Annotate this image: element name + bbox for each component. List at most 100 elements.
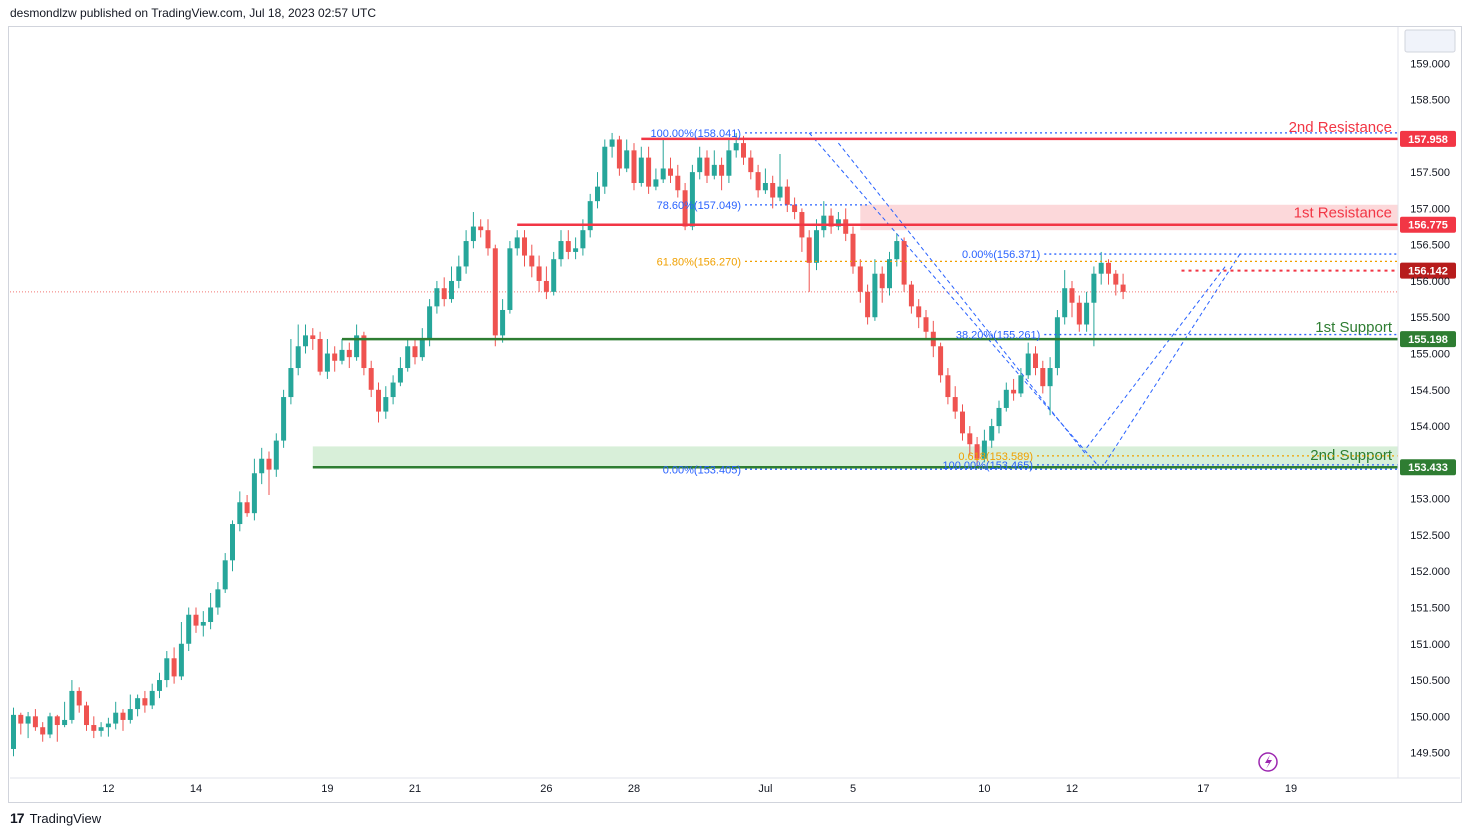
candle-body [434, 288, 440, 307]
candle-body [595, 186, 600, 202]
candle-body [1033, 353, 1038, 369]
x-tick-label: 17 [1197, 783, 1209, 795]
candle-body [806, 237, 812, 263]
candle-body [638, 157, 644, 184]
price-tag: 153.433 [1400, 459, 1456, 476]
price-tag-label: 153.433 [1408, 462, 1448, 474]
candle [1069, 280, 1075, 318]
candle-body [945, 375, 951, 398]
candle-body [857, 266, 863, 292]
candle [799, 208, 805, 252]
candle [412, 339, 418, 365]
candle-body [631, 150, 637, 184]
y-tick-label: 156.000 [1410, 276, 1450, 288]
candle-body [733, 143, 739, 151]
candle-body [105, 723, 111, 728]
candle-body [814, 230, 819, 263]
candle-body [887, 259, 892, 289]
candle [602, 139, 608, 194]
x-tick-label: 14 [190, 783, 202, 795]
candle [1040, 360, 1046, 394]
y-tick-label: 155.500 [1410, 312, 1450, 324]
candle-body [32, 716, 38, 728]
support-zone [312, 446, 1398, 468]
candle-body [872, 273, 878, 318]
candle [1003, 382, 1009, 412]
candle-body [215, 589, 221, 608]
lightning-circle [1258, 752, 1278, 772]
candle-body [1062, 288, 1068, 318]
candle-body [98, 727, 104, 731]
candle [237, 491, 243, 532]
candle [682, 183, 688, 231]
candle [938, 342, 944, 383]
lightning-icon[interactable] [1258, 752, 1278, 772]
candle [814, 219, 819, 271]
candle-body [974, 444, 980, 459]
chart-canvas[interactable]: 2nd Resistance 157.958 1st Resistance 156.7… [0, 0, 1470, 810]
candle [120, 709, 126, 731]
candle [624, 139, 630, 173]
candle [244, 495, 250, 517]
candle-body [989, 426, 995, 441]
candle [11, 707, 16, 757]
candle [872, 259, 878, 321]
fib-level-label: 0.00%(156.371) [962, 249, 1040, 261]
candle-body [573, 248, 579, 252]
candle-body [397, 368, 403, 383]
candle [981, 429, 987, 463]
candle [135, 694, 141, 717]
candle-body [295, 346, 301, 369]
candle [850, 226, 856, 274]
candle [514, 230, 520, 256]
tradingview-logo-icon[interactable]: 17 [10, 810, 25, 826]
candle-body [762, 183, 768, 191]
candle [405, 339, 411, 372]
candle [573, 237, 579, 260]
x-tick-label: 28 [628, 783, 640, 795]
candle-body [69, 690, 75, 720]
candle-body [324, 353, 330, 372]
candle [25, 711, 31, 739]
candle [463, 230, 469, 274]
price-tag: 155.198 [1400, 331, 1456, 348]
candle [529, 244, 535, 278]
candle-body [1084, 302, 1090, 325]
candle-body [200, 621, 206, 626]
candle [368, 360, 374, 398]
price-axis: 159.000 158.500 157.500 157.000 156.500 156.0… [1410, 58, 1450, 759]
candle [835, 212, 841, 231]
candle-body [894, 241, 900, 260]
candle-body [127, 709, 133, 720]
candle-body [850, 233, 856, 267]
candle-body [821, 215, 827, 231]
candle-body [609, 139, 615, 147]
candles-layer [11, 132, 1126, 757]
candle [565, 230, 571, 260]
price-tag-bg [1400, 331, 1456, 348]
candle [536, 255, 542, 292]
candle-body [361, 335, 367, 369]
price-chart[interactable] [8, 26, 1462, 803]
candle [76, 687, 82, 713]
candle-body [675, 175, 681, 191]
candle [324, 339, 330, 379]
y-tick-label: 154.500 [1410, 385, 1450, 397]
candle [887, 251, 892, 296]
candle-body [770, 183, 776, 198]
candle [792, 197, 798, 220]
candle-body [543, 280, 549, 292]
candle-body [1011, 389, 1017, 394]
candle [332, 346, 338, 372]
candle [828, 208, 834, 234]
candle [47, 712, 53, 739]
tradingview-brand[interactable]: TradingView [29, 810, 102, 826]
candle [952, 386, 958, 419]
candle [901, 237, 907, 292]
fib-level-label: 100.00%(158.041) [650, 128, 741, 140]
candle-body [1003, 389, 1009, 408]
candle-body [1120, 284, 1126, 292]
candle [733, 132, 739, 158]
candle [1011, 378, 1017, 401]
candle-body [828, 215, 834, 227]
